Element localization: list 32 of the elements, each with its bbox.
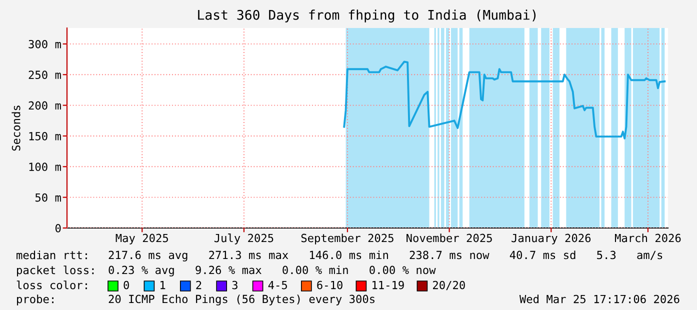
x-tick-label: September 2025 <box>301 234 394 244</box>
text: 1 <box>160 280 166 290</box>
text: 3 <box>232 280 238 290</box>
y-axis-title: Seconds <box>12 106 20 151</box>
text: 217.6 ms avg 271.3 ms max 146.0 ms min 238.7 ms now 40.7 ms sd 5.3 am/s <box>108 250 662 262</box>
y-tick-label: 100 m <box>29 162 61 172</box>
text: packet loss: <box>17 266 94 276</box>
text: probe: <box>17 294 54 306</box>
x-tick-label: November 2025 <box>406 234 492 242</box>
y-tick-label: 150 m <box>29 132 61 140</box>
x-tick-label: March 2026 <box>614 234 681 242</box>
text: 6-10 <box>317 280 342 290</box>
y-tick-label: 50 m <box>35 193 61 202</box>
text: loss color: <box>16 280 87 290</box>
text: Wed Mar 25 17:17:06 2026 <box>519 294 680 304</box>
y-tick-label: 0 <box>55 224 61 232</box>
text: 11-19 <box>372 280 404 290</box>
y-tick-label: 250 m <box>28 70 61 80</box>
text: 0 <box>124 280 129 290</box>
text: 4-5 <box>268 280 287 290</box>
text: median rtt: <box>16 250 87 260</box>
text: 20/20 <box>433 280 465 290</box>
line-series <box>343 60 666 140</box>
x-tick-label: January 2026 <box>512 234 591 244</box>
x-tick-label: May 2025 <box>116 234 168 244</box>
chart-title: Last 360 Days from fhping to India (Mumbai) <box>198 10 536 22</box>
y-tick-label: 300 m <box>28 40 61 48</box>
text: 20 ICMP Echo Pings (56 Bytes) every 300s <box>108 294 374 306</box>
text: 0.23 % avg 9.26 % max 0.00 % min 0.00 % now <box>108 266 436 276</box>
y-tick-label: 200 m <box>28 101 61 110</box>
text: 2 <box>196 280 202 290</box>
x-tick-label: July 2025 <box>214 234 274 244</box>
